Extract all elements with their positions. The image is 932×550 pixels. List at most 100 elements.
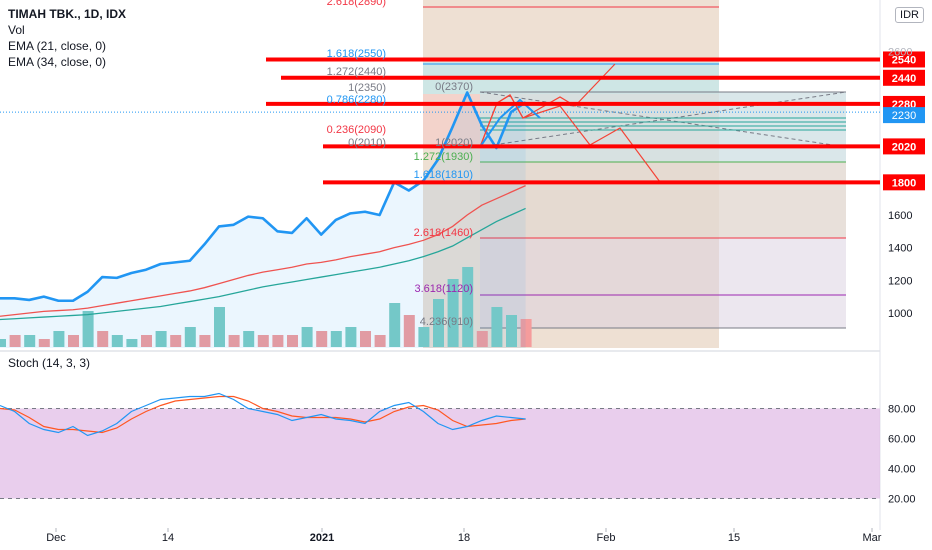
time-label: 18 [458,532,470,544]
volume-bar [433,299,444,347]
price-point [481,124,483,126]
ema34-line [0,207,526,321]
fib-label: 1.272(2440) [327,66,386,78]
level-tag-text-2020: 2020 [892,141,916,153]
volume-bar [374,335,386,347]
time-label: Dec [46,532,66,544]
fib-label: 3.618(1120) [414,283,473,295]
price-tick-label: 1000 [888,308,912,320]
volume-bar [491,307,503,347]
price-point [203,243,205,245]
stoch-d-line [0,395,526,434]
level-tag-1800 [883,174,925,191]
level-tag-text-1800: 1800 [892,177,916,189]
volume-bar [38,339,50,347]
volume-bar [403,315,415,347]
volume-bar [476,331,488,347]
volume-bar [214,307,225,347]
price-point [510,111,512,113]
volume-bar [257,335,269,347]
volume-bar [301,327,313,347]
price-point [43,296,45,298]
volume-bar [111,335,123,347]
fib-label: 1.272(1930) [414,151,473,163]
price-point [14,297,16,299]
price-point [320,234,322,236]
fib-zone-beige-lower [480,162,846,238]
currency-badge[interactable]: IDR [895,7,924,23]
volume-bar [462,267,474,347]
price-point [116,277,118,279]
price-point [466,92,468,93]
volume-bar [316,331,328,347]
price-point [233,224,235,226]
level-tag-2020 [883,138,925,155]
volume-bar [389,303,401,347]
price-point [145,269,147,271]
stoch-k-line [0,392,526,437]
level-tag-2440 [883,69,925,86]
price-point [276,230,278,232]
volume-bar [24,335,36,347]
level-tag-2540 [883,51,925,68]
price-point [349,212,351,214]
fib-label: 1.618(2550) [327,48,386,60]
volume-bar [82,311,94,347]
stoch-legend: Stoch (14, 3, 3) [8,356,91,370]
last-price-tag-text: 2230 [892,110,916,122]
fib-label: 0.786(2280) [327,94,386,106]
price-point [0,297,1,299]
volume-bar [170,335,182,347]
ema21-legend: EMA (21, close, 0) [8,39,107,53]
price-point [87,291,89,293]
level-tag-text-2540: 2540 [892,54,916,66]
fib-label: 1.618(1810) [414,169,473,181]
volume-bar [228,335,240,347]
price-point [408,190,410,191]
price-point [174,261,176,263]
volume-bar [506,315,517,347]
fib-label: 0.236(2090) [327,124,386,136]
price-point [306,217,308,219]
volume-bar [360,331,371,347]
time-label: 15 [728,532,740,544]
volume-legend: Vol [8,23,25,37]
time-label: 2021 [310,532,334,544]
price-point [101,276,103,278]
price-point [218,225,220,227]
price-point [262,217,264,219]
price-point [28,299,30,301]
price-tick-label: 2600 [888,47,912,59]
price-point [130,272,132,274]
projection-path-blue [479,98,541,148]
price-point [437,158,439,160]
volume-bar [155,331,167,347]
volume-bar [243,331,255,347]
volume-bar [184,327,196,347]
volume-bar [0,339,6,347]
fib-label: 0(2370) [435,81,473,93]
price-point [189,260,191,262]
fib-label: 1(2350) [348,82,386,94]
price-point [335,219,337,221]
volume-bar [199,335,211,347]
stoch-tick-label: 80.00 [888,404,916,416]
volume-bar [330,331,342,347]
last-price-tag [883,107,925,124]
level-tag-text-2440: 2440 [892,73,916,85]
price-point [291,232,293,234]
price-tick-label: 1200 [888,275,912,287]
volume-bar [97,331,109,347]
time-label: 14 [162,532,174,544]
price-tick-label: 1400 [888,243,912,255]
volume-bar [345,327,357,347]
fib-label: 1(2020) [435,137,473,149]
price-point [452,126,454,128]
volume-bar [9,335,21,347]
price-point [72,300,74,302]
volume-bar [272,335,284,347]
volume-bar [418,327,430,347]
price-area [0,92,526,348]
price-point [379,214,381,216]
